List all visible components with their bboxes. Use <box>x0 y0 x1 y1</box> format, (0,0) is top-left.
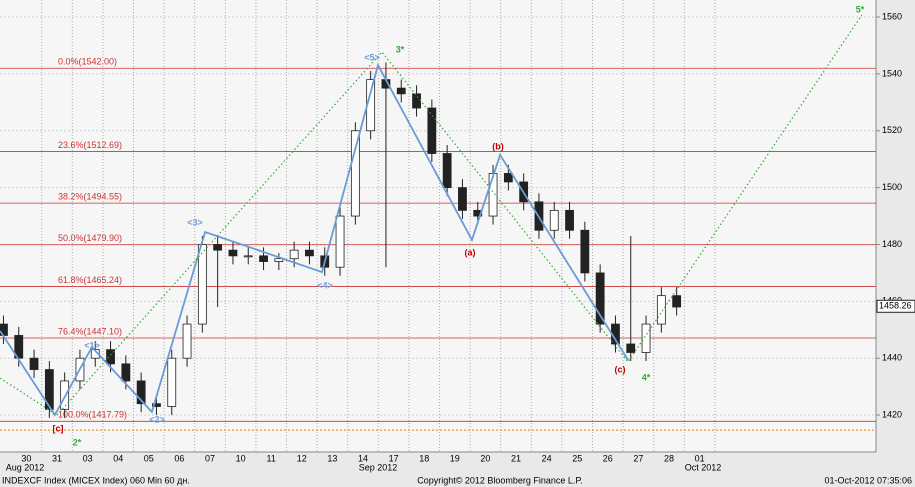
candle-body <box>60 380 70 410</box>
candle-body <box>503 173 513 183</box>
candle-body <box>427 107 437 154</box>
x-tick-label: 19 <box>450 453 460 463</box>
wave-label: 2* <box>73 437 82 447</box>
wave-line <box>0 62 629 417</box>
x-tick-label: 05 <box>144 453 154 463</box>
x-tick-label: 26 <box>603 453 613 463</box>
x-tick-label: 30 <box>21 453 31 463</box>
footer-right: 01-Oct-2012 07:35:06 <box>824 475 912 485</box>
candle-body <box>626 343 636 353</box>
wave-label: <3> <box>187 217 203 227</box>
month-label: Sep 2012 <box>359 462 398 472</box>
wave-label: <1> <box>84 340 100 350</box>
wave-label: 3* <box>396 44 405 54</box>
candle-body <box>289 249 299 260</box>
wave-label: <5> <box>364 52 380 62</box>
x-tick-label: 24 <box>542 453 552 463</box>
candle-body <box>152 403 161 407</box>
x-tick-label: 31 <box>52 453 62 463</box>
candle-body <box>412 93 421 109</box>
x-tick-label: 03 <box>83 453 93 463</box>
month-label: Oct 2012 <box>685 462 722 472</box>
fib-label: 50.0%(1479.90) <box>58 233 122 243</box>
wave-label: 5* <box>856 4 865 14</box>
candle-body <box>656 295 666 325</box>
candle-body <box>182 323 192 359</box>
x-tick-label: 01 <box>695 453 705 463</box>
candle-body <box>44 369 54 410</box>
y-tick-label: 1440 <box>882 353 902 363</box>
fib-label: 23.6%(1512.69) <box>58 140 122 150</box>
fib-label: 0.0%(1542.00) <box>58 57 117 67</box>
candle-body <box>213 244 223 251</box>
wave-label: (c) <box>615 364 626 374</box>
wave-label: [c] <box>53 423 64 433</box>
wave-label: (a) <box>465 247 476 257</box>
fib-label: 100.0%(1417.79) <box>58 410 127 420</box>
x-tick-label: 18 <box>419 453 429 463</box>
candle-body <box>259 255 268 262</box>
x-tick-label: 20 <box>480 453 490 463</box>
x-tick-label: 12 <box>297 453 307 463</box>
candle-body <box>580 229 590 274</box>
y-tick-label: 1560 <box>882 11 902 21</box>
footer-center: Copyright© 2012 Bloomberg Finance L.P. <box>417 475 583 485</box>
candle-body <box>228 249 238 257</box>
candle-body <box>350 130 360 217</box>
y-tick-label: 1500 <box>882 182 902 192</box>
y-tick-label: 1540 <box>882 68 902 78</box>
candle-body <box>641 323 651 353</box>
candle-body <box>29 357 39 370</box>
candle-body <box>197 244 207 325</box>
wave-label: <2> <box>149 414 165 424</box>
candle-body <box>274 258 284 262</box>
last-price-tag <box>876 299 915 313</box>
x-tick-label: 25 <box>572 453 582 463</box>
x-tick-label: 17 <box>389 453 399 463</box>
candle-body <box>488 173 498 217</box>
x-tick-label: 28 <box>664 453 674 463</box>
candle-body <box>243 255 253 258</box>
x-tick-label: 11 <box>267 453 276 463</box>
candle-body <box>167 357 177 407</box>
candle-body <box>396 87 406 95</box>
fib-label: 76.4%(1447.10) <box>58 326 122 336</box>
candle-body <box>335 215 345 268</box>
wave-line <box>0 14 863 416</box>
candle-body <box>473 209 483 217</box>
candle-body <box>106 349 115 365</box>
x-tick-label: 13 <box>327 453 337 463</box>
x-tick-label: 14 <box>358 453 368 463</box>
plot-area <box>0 0 876 452</box>
candle-body <box>305 249 314 257</box>
x-tick-label: 27 <box>633 453 643 463</box>
x-tick-label: 06 <box>174 453 184 463</box>
x-tick-label: 04 <box>113 453 123 463</box>
candle-body <box>458 187 467 211</box>
x-tick-label: 07 <box>205 453 215 463</box>
wave-label: <4> <box>317 280 333 290</box>
candle-body <box>549 209 559 231</box>
month-label: Aug 2012 <box>6 462 45 472</box>
last-price-label: 1458.26 <box>879 301 912 311</box>
wave-label: 4* <box>642 372 651 382</box>
y-tick-label: 1480 <box>882 239 902 249</box>
candle-body <box>442 153 452 189</box>
candle-body <box>121 363 131 382</box>
candle-body <box>672 295 682 308</box>
y-tick-label: 1420 <box>882 409 902 419</box>
x-tick-label: 21 <box>511 453 521 463</box>
wave-label: (b) <box>492 141 504 151</box>
candle-body <box>136 380 146 405</box>
x-tick-label: 10 <box>236 453 246 463</box>
fib-label: 38.2%(1494.55) <box>58 191 122 201</box>
y-tick-label: 1520 <box>882 125 902 135</box>
footer-left: INDEXCF Index (MICEX Index) 060 Min 60 д… <box>2 475 190 485</box>
candle-body <box>565 209 574 231</box>
fib-label: 61.8%(1465.24) <box>58 275 122 285</box>
candle-body <box>595 272 605 325</box>
